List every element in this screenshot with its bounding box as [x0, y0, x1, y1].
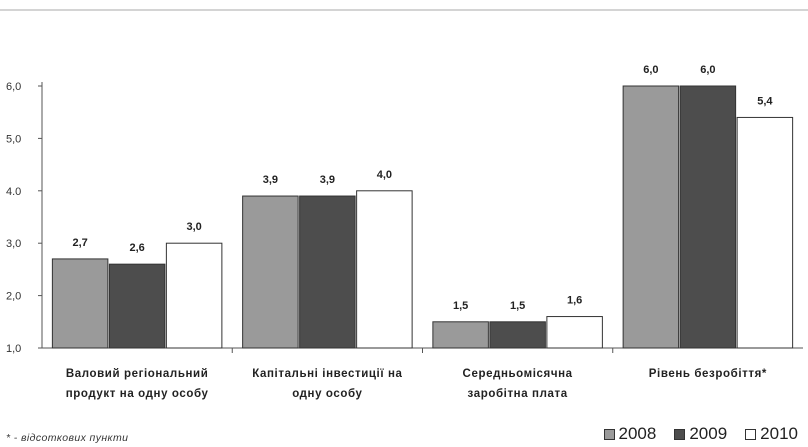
data-label: 2,6: [129, 242, 144, 254]
data-label: 1,6: [567, 295, 582, 307]
data-label: 6,0: [700, 64, 715, 76]
data-label: 2,7: [72, 237, 87, 249]
data-label: 3,0: [186, 221, 201, 233]
bar-2008: [51, 258, 109, 349]
y-tick-label: 6,0: [6, 81, 21, 93]
bar-2009: [679, 85, 737, 349]
data-label: 1,5: [453, 300, 468, 312]
bar-2010: [546, 316, 603, 349]
data-label: 6,0: [643, 64, 658, 76]
y-tick-label: 1,0: [6, 343, 21, 355]
legend-item-2010: 2010: [745, 424, 798, 444]
chart-category-labels: Валовий регіональний продукт на одну особ…: [66, 368, 767, 400]
category-label: Валовий регіональний: [66, 368, 209, 380]
legend-item-2008: 2008: [603, 424, 657, 444]
bar-2010: [165, 242, 223, 349]
data-label: 5,4: [757, 95, 773, 107]
data-label: 4,0: [377, 169, 392, 181]
category-label: Капітальні інвестиції на: [252, 368, 402, 380]
category-label: одну особу: [292, 388, 362, 400]
bar-2008: [242, 195, 299, 349]
data-label: 3,9: [263, 174, 278, 186]
bar-2009: [489, 321, 546, 349]
legend-label: 2010: [760, 424, 798, 443]
legend-swatch: [674, 428, 686, 440]
chart-data-labels: 2,7 2,6 3,0 3,9 3,9 4,0 1,5 1,5 1,6 6,0 6,0 5,4: [72, 64, 773, 312]
bar-2008: [432, 321, 489, 349]
bar-2008: [622, 85, 680, 349]
y-tick-label: 5,0: [6, 133, 21, 145]
chart-bars: [51, 85, 794, 349]
category-label: продукт на одну особу: [66, 388, 209, 400]
y-tick-label: 3,0: [6, 238, 21, 250]
legend: 2008 2009 2010: [603, 424, 798, 444]
bar-2009: [299, 195, 356, 349]
bar-2010: [356, 190, 413, 349]
category-label: Середньомісячна: [463, 368, 573, 380]
legend-item-2009: 2009: [674, 424, 727, 444]
category-label: Рівень безробіття*: [649, 368, 767, 380]
data-label: 3,9: [320, 174, 335, 186]
legend-swatch: [745, 428, 757, 440]
footnote: * - відсоткових пункти: [6, 432, 129, 444]
legend-label: 2009: [689, 424, 728, 443]
data-label: 1,5: [510, 300, 525, 312]
bar-2009: [108, 263, 166, 349]
y-tick-label: 4.0: [6, 186, 21, 198]
bar-2010: [736, 116, 794, 349]
category-label: заробітна плата: [468, 388, 568, 400]
y-tick-label: 2,0: [6, 291, 21, 303]
legend-label: 2008: [618, 424, 657, 443]
legend-swatch: [603, 428, 615, 440]
